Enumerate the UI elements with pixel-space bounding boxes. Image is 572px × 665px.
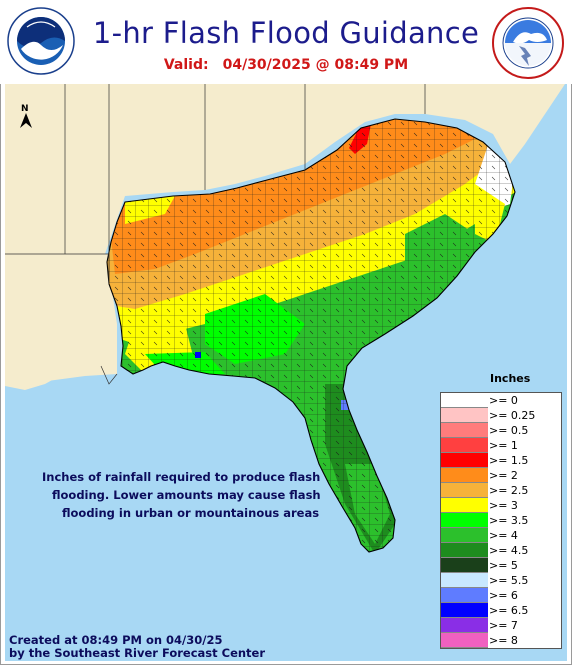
- legend-swatch: [441, 528, 488, 543]
- legend-label: >= 5.5: [489, 574, 529, 587]
- valid-label: Valid:: [163, 57, 209, 73]
- legend-label: >= 8: [489, 634, 518, 647]
- legend-item: >= 0: [441, 393, 561, 408]
- legend-swatch: [441, 453, 488, 468]
- legend-item: >= 6: [441, 588, 561, 603]
- legend-label: >= 1.5: [489, 454, 529, 467]
- note-line-1: Inches of rainfall required to produce f…: [42, 470, 321, 484]
- legend-label: >= 2.5: [489, 484, 529, 497]
- legend-swatch: [441, 483, 488, 498]
- note-line-2: flooding. Lower amounts may cause flash: [52, 488, 321, 502]
- legend-item: >= 4.5: [441, 543, 561, 558]
- created-by: by the Southeast River Forecast Center: [9, 646, 266, 660]
- legend-swatch: [441, 438, 488, 453]
- legend-item: >= 0.25: [441, 408, 561, 423]
- nws-logo: [491, 6, 565, 84]
- legend-label: >= 2: [489, 469, 518, 482]
- north-arrow: N: [17, 102, 35, 134]
- legend-swatch: [441, 558, 488, 573]
- legend-swatch: [441, 573, 488, 588]
- legend-label: >= 6.5: [489, 604, 529, 617]
- legend-label: >= 5: [489, 559, 518, 572]
- legend-item: >= 5.5: [441, 573, 561, 588]
- legend-swatch: [441, 588, 488, 603]
- legend-swatch: [441, 408, 488, 423]
- legend-item: >= 1: [441, 438, 561, 453]
- header: 1-hr Flash Flood Guidance Valid: 04/30/20…: [0, 0, 572, 84]
- rainfall-note: Inches of rainfall required to produce f…: [30, 468, 330, 522]
- legend-swatch: [441, 543, 488, 558]
- legend-item: >= 1.5: [441, 453, 561, 468]
- legend-item: >= 2: [441, 468, 561, 483]
- legend-item: >= 3.5: [441, 513, 561, 528]
- note-line-3: flooding in urban or mountainous areas: [62, 506, 320, 520]
- legend-swatch: [441, 603, 488, 618]
- valid-time: Valid: 04/30/2025 @ 08:49 PM: [0, 57, 572, 73]
- legend: >= 0 >= 0.25 >= 0.5 >= 1 >= 1.5 >= 2 >= 2.5 >= …: [440, 392, 562, 649]
- legend-label: >= 7: [489, 619, 518, 632]
- legend-item: >= 6.5: [441, 603, 561, 618]
- legend-item: >= 8: [441, 633, 561, 648]
- legend-item: >= 7: [441, 618, 561, 633]
- legend-swatch: [441, 498, 488, 513]
- legend-item: >= 4: [441, 528, 561, 543]
- page-title: 1-hr Flash Flood Guidance: [92, 16, 480, 50]
- legend-swatch: [441, 468, 488, 483]
- footer: Created at 08:49 PM on 04/30/25 by the S…: [9, 634, 265, 660]
- legend-swatch: [441, 618, 488, 633]
- legend-label: >= 0.25: [489, 409, 536, 422]
- legend-swatch: [441, 633, 488, 648]
- created-time: Created at 08:49 PM on 04/30/25: [9, 633, 223, 647]
- legend-item: >= 0.5: [441, 423, 561, 438]
- legend-item: >= 3: [441, 498, 561, 513]
- legend-label: >= 0: [489, 394, 518, 407]
- legend-label: >= 3: [489, 499, 518, 512]
- legend-label: >= 3.5: [489, 514, 529, 527]
- legend-title: Inches: [490, 372, 531, 385]
- legend-label: >= 1: [489, 439, 518, 452]
- legend-item: >= 5: [441, 558, 561, 573]
- legend-swatch: [441, 513, 488, 528]
- valid-datetime: 04/30/2025 @ 08:49 PM: [222, 57, 409, 73]
- legend-swatch: [441, 393, 488, 408]
- legend-label: >= 6: [489, 589, 518, 602]
- legend-swatch: [441, 423, 488, 438]
- svg-text:N: N: [21, 104, 29, 114]
- noaa-logo: [7, 7, 75, 79]
- legend-label: >= 4: [489, 529, 518, 542]
- legend-label: >= 4.5: [489, 544, 529, 557]
- legend-item: >= 2.5: [441, 483, 561, 498]
- legend-label: >= 0.5: [489, 424, 529, 437]
